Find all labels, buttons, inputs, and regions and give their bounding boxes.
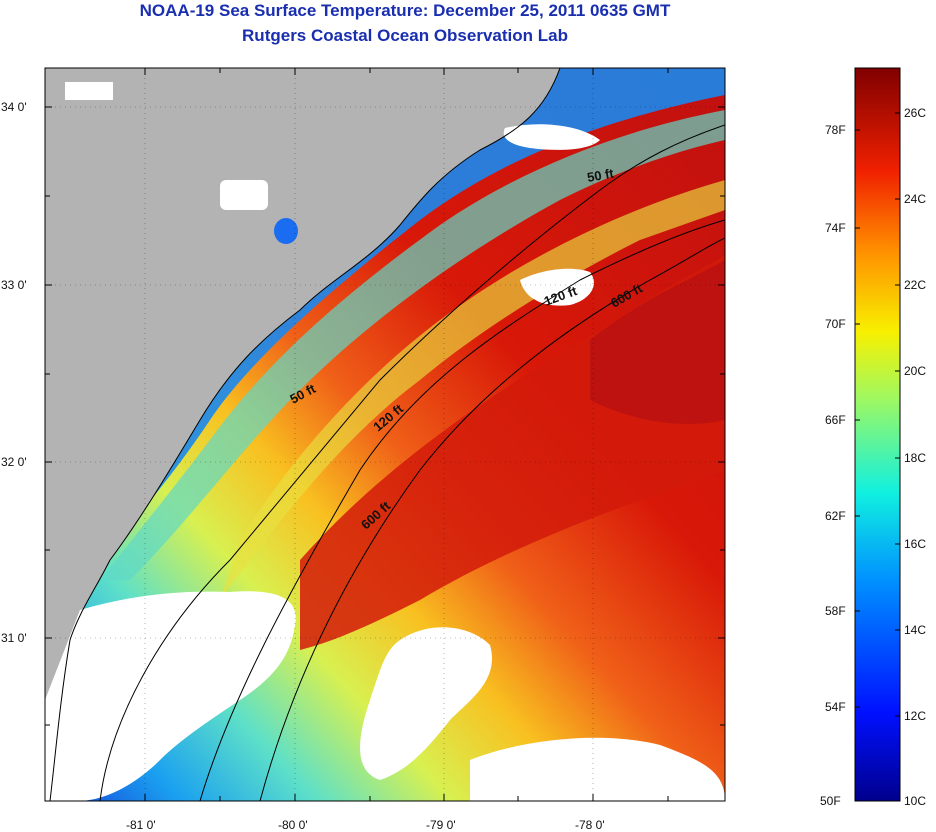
cloud-north: [520, 268, 594, 306]
lon-label: -80 0': [278, 818, 308, 832]
map-subtitle: Rutgers Coastal Ocean Observation Lab: [242, 26, 568, 45]
contour-600ft: [259, 237, 725, 801]
lat-label: 32 0': [1, 455, 27, 469]
colorbar-c-label: 10C: [904, 794, 927, 808]
colorbar-c-label: 12C: [904, 709, 927, 723]
map-title: NOAA-19 Sea Surface Temperature: Decembe…: [139, 1, 671, 20]
colorbar-f-label: 66F: [825, 413, 846, 427]
colorbar: [854, 67, 901, 802]
land-mass: [45, 68, 560, 801]
gulf-stream-east: [590, 260, 725, 424]
colorbar-c-label: 26C: [904, 106, 927, 120]
cloud-southeast: [470, 737, 725, 801]
contour-label: 50 ft: [586, 165, 616, 185]
lat-label: 33 0': [1, 278, 27, 292]
colorbar-f-label: 78F: [825, 123, 846, 137]
cloud-inland-1: [65, 82, 113, 100]
coastline: [49, 68, 561, 801]
graticule: [45, 68, 725, 801]
colorbar-f-label: 50F: [820, 794, 841, 808]
map-frame: [44, 67, 726, 802]
shelf-water: [100, 110, 725, 580]
colorbar-c-label: 24C: [904, 192, 927, 206]
lon-label: -79 0': [426, 818, 456, 832]
lon-label: -78 0': [575, 818, 605, 832]
colorbar-c-label: 16C: [904, 537, 927, 551]
map-ticks: [45, 68, 725, 801]
colorbar-ticks: [855, 112, 900, 717]
cloud-coast: [503, 124, 600, 150]
colorbar-c-label: 22C: [904, 278, 927, 292]
colorbar-c-label: 18C: [904, 451, 927, 465]
colorbar-c-label: 14C: [904, 623, 927, 637]
colorbar-f-label: 74F: [825, 221, 846, 235]
cloud-south: [360, 627, 492, 780]
contour-50ft: [99, 124, 725, 801]
colorbar-f-label: 62F: [825, 509, 846, 523]
cloud-southwest: [45, 591, 296, 801]
colorbar-f-label: 70F: [825, 317, 846, 331]
lat-label: 31 0': [1, 631, 27, 645]
cloud-inland-2: [220, 180, 268, 210]
colorbar-f-label: 58F: [825, 604, 846, 618]
mid-shelf: [220, 180, 725, 600]
lon-label: -81 0': [126, 818, 156, 832]
lat-label: 34 0': [1, 100, 27, 114]
lake-inland: [274, 218, 298, 244]
colorbar-c-label: 20C: [904, 364, 927, 378]
colorbar-f-label: 54F: [825, 700, 846, 714]
contour-120ft: [199, 219, 725, 801]
